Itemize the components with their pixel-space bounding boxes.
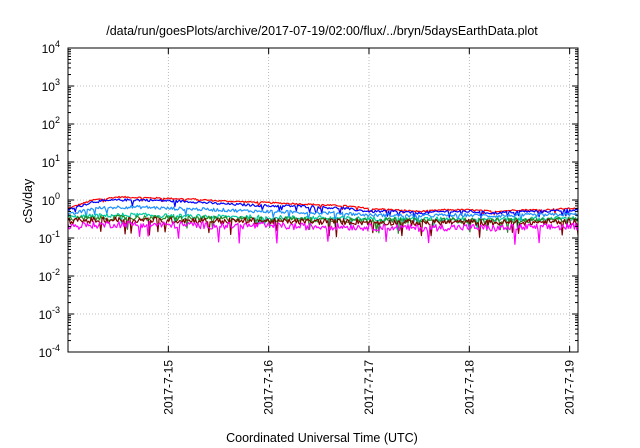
- y-tick-label: 10-3: [39, 305, 60, 322]
- y-tick-label: 104: [42, 39, 60, 56]
- y-tick-label: 101: [42, 153, 60, 170]
- y-tick-label: 102: [42, 115, 60, 132]
- y-axis-label: cSv/day: [21, 178, 35, 223]
- y-tick-label: 10-2: [39, 267, 60, 284]
- axis-ticks: 10-4 10-3 10-2 10-1 100 101 102 103 104 2017-7-15…: [39, 39, 578, 415]
- series-line: [67, 204, 579, 225]
- grid-lines: [68, 48, 578, 352]
- y-tick-label: 103: [42, 77, 60, 94]
- y-tick-label: 10-4: [39, 343, 60, 360]
- series-line: [67, 198, 579, 219]
- series-lines: [67, 195, 579, 245]
- x-tick-label: 2017-7-18: [462, 360, 476, 415]
- series-line: [67, 214, 579, 234]
- y-tick-label: 100: [42, 191, 60, 208]
- x-tick-label: 2017-7-15: [161, 360, 175, 415]
- series-line: [67, 220, 579, 245]
- chart-title: /data/run/goesPlots/archive/2017-07-19/0…: [106, 24, 538, 38]
- x-axis-label: Coordinated Universal Time (UTC): [226, 431, 418, 445]
- x-tick-label: 2017-7-19: [563, 360, 577, 415]
- x-tick-label: 2017-7-16: [262, 360, 276, 415]
- x-tick-label: 2017-7-17: [362, 360, 376, 415]
- y-tick-label: 10-1: [39, 229, 60, 246]
